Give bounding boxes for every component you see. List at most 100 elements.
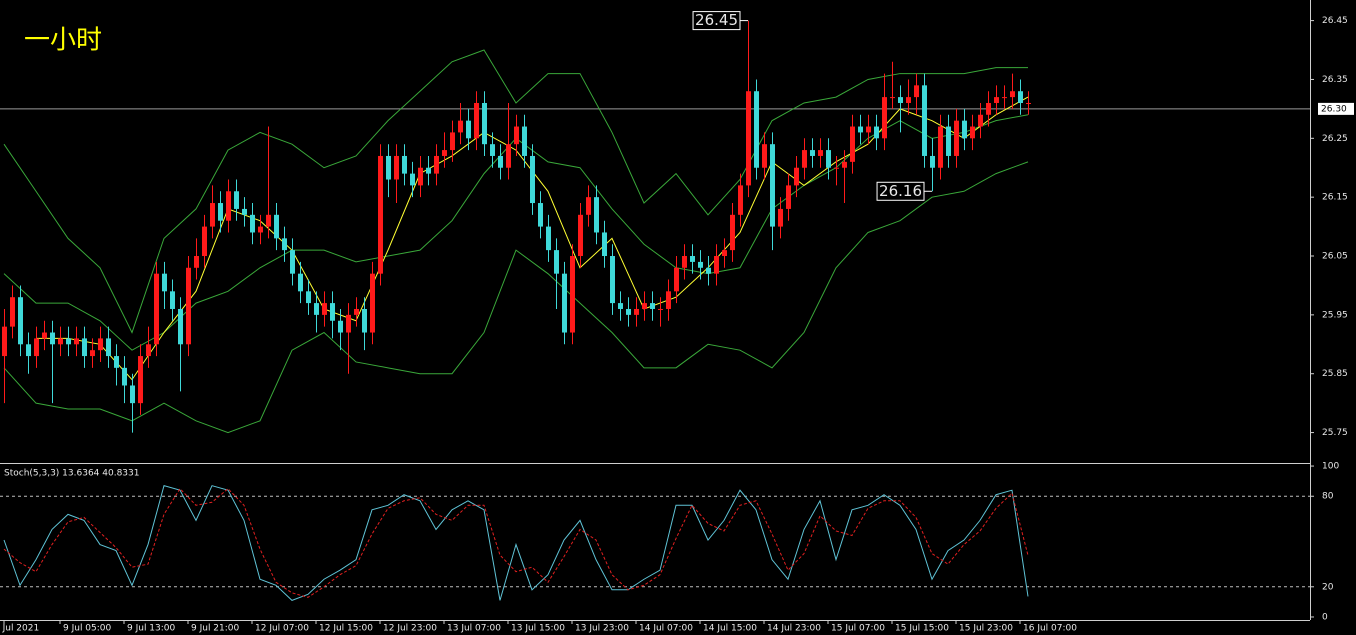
- candle-body: [586, 197, 591, 215]
- y-tick-label: 26.15: [1322, 193, 1348, 203]
- candle-body: [866, 126, 871, 133]
- candle-body: [554, 250, 559, 274]
- y-tick-label: 25.75: [1322, 428, 1348, 438]
- x-tick-label: 15 Jul 15:00: [895, 624, 949, 634]
- price-annotation: 26.45: [695, 11, 738, 29]
- candle-body: [706, 267, 711, 274]
- candle-body: [218, 203, 223, 221]
- candle-body: [362, 308, 367, 333]
- candle-body: [66, 338, 71, 345]
- candle-body: [26, 344, 31, 357]
- candle-body: [74, 338, 79, 345]
- candle-body: [674, 267, 679, 292]
- candle-body: [578, 214, 583, 257]
- x-tick-label: 12 Jul 15:00: [319, 624, 373, 634]
- candle-body: [938, 126, 943, 168]
- candle-body: [458, 120, 463, 133]
- candle-body: [274, 214, 279, 239]
- candle-body: [202, 226, 207, 257]
- candle-body: [314, 303, 319, 315]
- candle-body: [746, 91, 751, 186]
- candle-body: [162, 273, 167, 292]
- candle-body: [442, 150, 447, 156]
- candle-body: [378, 155, 383, 274]
- y-tick-label: 26.35: [1322, 75, 1348, 85]
- candle-body: [946, 126, 951, 156]
- candle-body: [514, 126, 519, 145]
- candle-body: [650, 303, 655, 309]
- candle-body: [666, 291, 671, 309]
- candle-body: [890, 97, 895, 99]
- y-tick-label: 26.45: [1322, 16, 1348, 26]
- candle-body: [714, 256, 719, 274]
- candle-body: [450, 132, 455, 151]
- candle-body: [418, 167, 423, 186]
- candle-body: [522, 126, 527, 156]
- candle-body: [794, 167, 799, 186]
- candle-body: [730, 214, 735, 251]
- x-tick-label: 13 Jul 07:00: [447, 624, 501, 634]
- y-tick-label: 100: [1322, 462, 1339, 472]
- y-tick-label: 0: [1322, 612, 1328, 622]
- candle-body: [610, 256, 615, 304]
- overlay-line: [3, 161, 1029, 434]
- candle-body: [634, 308, 639, 315]
- candle-body: [82, 338, 87, 357]
- candle-body: [42, 332, 47, 339]
- candle-body: [90, 350, 95, 357]
- candle-body: [914, 85, 919, 98]
- candle-body: [178, 308, 183, 345]
- candle-body: [722, 250, 727, 257]
- candle-body: [210, 203, 215, 227]
- candle-body: [698, 261, 703, 268]
- candle-body: [426, 167, 431, 174]
- candle-body: [466, 120, 471, 139]
- candle-body: [130, 385, 135, 404]
- candle-body: [354, 308, 359, 315]
- candle-body: [474, 102, 479, 139]
- candle-body: [194, 256, 199, 268]
- candle-body: [34, 338, 39, 357]
- candle-body: [602, 232, 607, 257]
- candle-body: [122, 367, 127, 386]
- y-tick-label: 26.05: [1322, 252, 1348, 262]
- candle-body: [1026, 102, 1031, 104]
- x-tick-label: 9 Jul 05:00: [63, 624, 112, 634]
- candle-body: [98, 338, 103, 351]
- candle-body: [858, 126, 863, 133]
- overlay-line: [3, 49, 1028, 334]
- candle-body: [58, 338, 63, 345]
- candle-body: [322, 303, 327, 315]
- candle-body: [170, 291, 175, 309]
- candle-body: [434, 155, 439, 174]
- candle-body: [642, 303, 647, 309]
- candle-body: [682, 256, 687, 268]
- candle-body: [874, 126, 879, 139]
- candle-body: [538, 203, 543, 227]
- candle-body: [1002, 97, 1007, 99]
- indicator-title: Stoch(5,3,3) 13.6364 40.8331: [4, 469, 139, 479]
- x-tick-label: 9 Jul 13:00: [127, 624, 176, 634]
- y-tick-label: 20: [1322, 582, 1334, 592]
- candle-body: [290, 250, 295, 274]
- candle-body: [226, 191, 231, 221]
- candle-body: [258, 226, 263, 233]
- candle-body: [802, 150, 807, 168]
- x-tick-label: 15 Jul 07:00: [831, 624, 885, 634]
- candle-body: [306, 291, 311, 304]
- current-price-label: 26.30: [1321, 104, 1347, 114]
- candle-body: [778, 208, 783, 227]
- x-tick-label: 14 Jul 15:00: [703, 624, 757, 634]
- candle-body: [330, 303, 335, 321]
- x-tick-label: 8 Jul 2021: [0, 624, 39, 634]
- x-tick-label: 12 Jul 23:00: [383, 624, 437, 634]
- candle-body: [826, 150, 831, 168]
- candle-body: [146, 344, 151, 357]
- candle-body: [818, 150, 823, 156]
- candle-body: [898, 97, 903, 103]
- candle-body: [922, 85, 927, 156]
- candle-body: [386, 155, 391, 180]
